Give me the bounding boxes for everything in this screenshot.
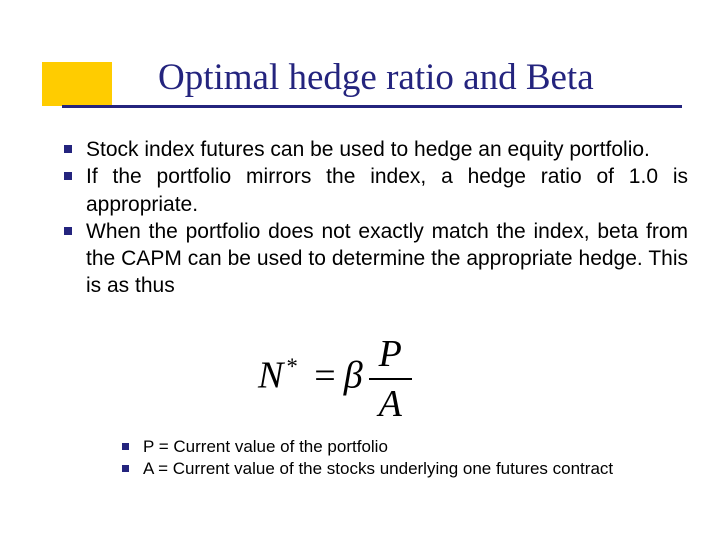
- square-bullet-icon: [122, 465, 129, 472]
- body-bullets: Stock index futures can be used to hedge…: [64, 136, 688, 300]
- formula-fraction: P A: [369, 332, 412, 426]
- slide: Optimal hedge ratio and Beta Stock index…: [0, 0, 720, 540]
- formula-numerator: P: [369, 332, 412, 378]
- square-bullet-icon: [122, 443, 129, 450]
- bullet-text: When the portfolio does not exactly matc…: [86, 218, 688, 300]
- formula: N* =β P A: [258, 332, 412, 426]
- bullet-item: Stock index futures can be used to hedge…: [64, 136, 688, 163]
- sub-bullet-text: P = Current value of the portfolio: [143, 436, 688, 458]
- page-title: Optimal hedge ratio and Beta: [158, 56, 594, 99]
- square-bullet-icon: [64, 227, 72, 235]
- square-bullet-icon: [64, 145, 72, 153]
- formula-sup: *: [285, 354, 296, 379]
- formula-denominator: A: [369, 380, 412, 426]
- formula-lhs: N: [258, 355, 283, 397]
- square-bullet-icon: [64, 172, 72, 180]
- formula-beta: β: [344, 355, 363, 397]
- bullet-text: Stock index futures can be used to hedge…: [86, 136, 688, 163]
- sub-bullet-item: A = Current value of the stocks underlyi…: [122, 458, 688, 480]
- formula-eq: =: [314, 355, 335, 397]
- sub-bullet-item: P = Current value of the portfolio: [122, 436, 688, 458]
- sub-bullet-text: A = Current value of the stocks underlyi…: [143, 458, 688, 480]
- accent-box: [42, 62, 112, 106]
- sub-bullets: P = Current value of the portfolioA = Cu…: [122, 436, 688, 480]
- bullet-text: If the portfolio mirrors the index, a he…: [86, 163, 688, 218]
- title-underline: [62, 105, 682, 108]
- bullet-item: If the portfolio mirrors the index, a he…: [64, 163, 688, 218]
- bullet-item: When the portfolio does not exactly matc…: [64, 218, 688, 300]
